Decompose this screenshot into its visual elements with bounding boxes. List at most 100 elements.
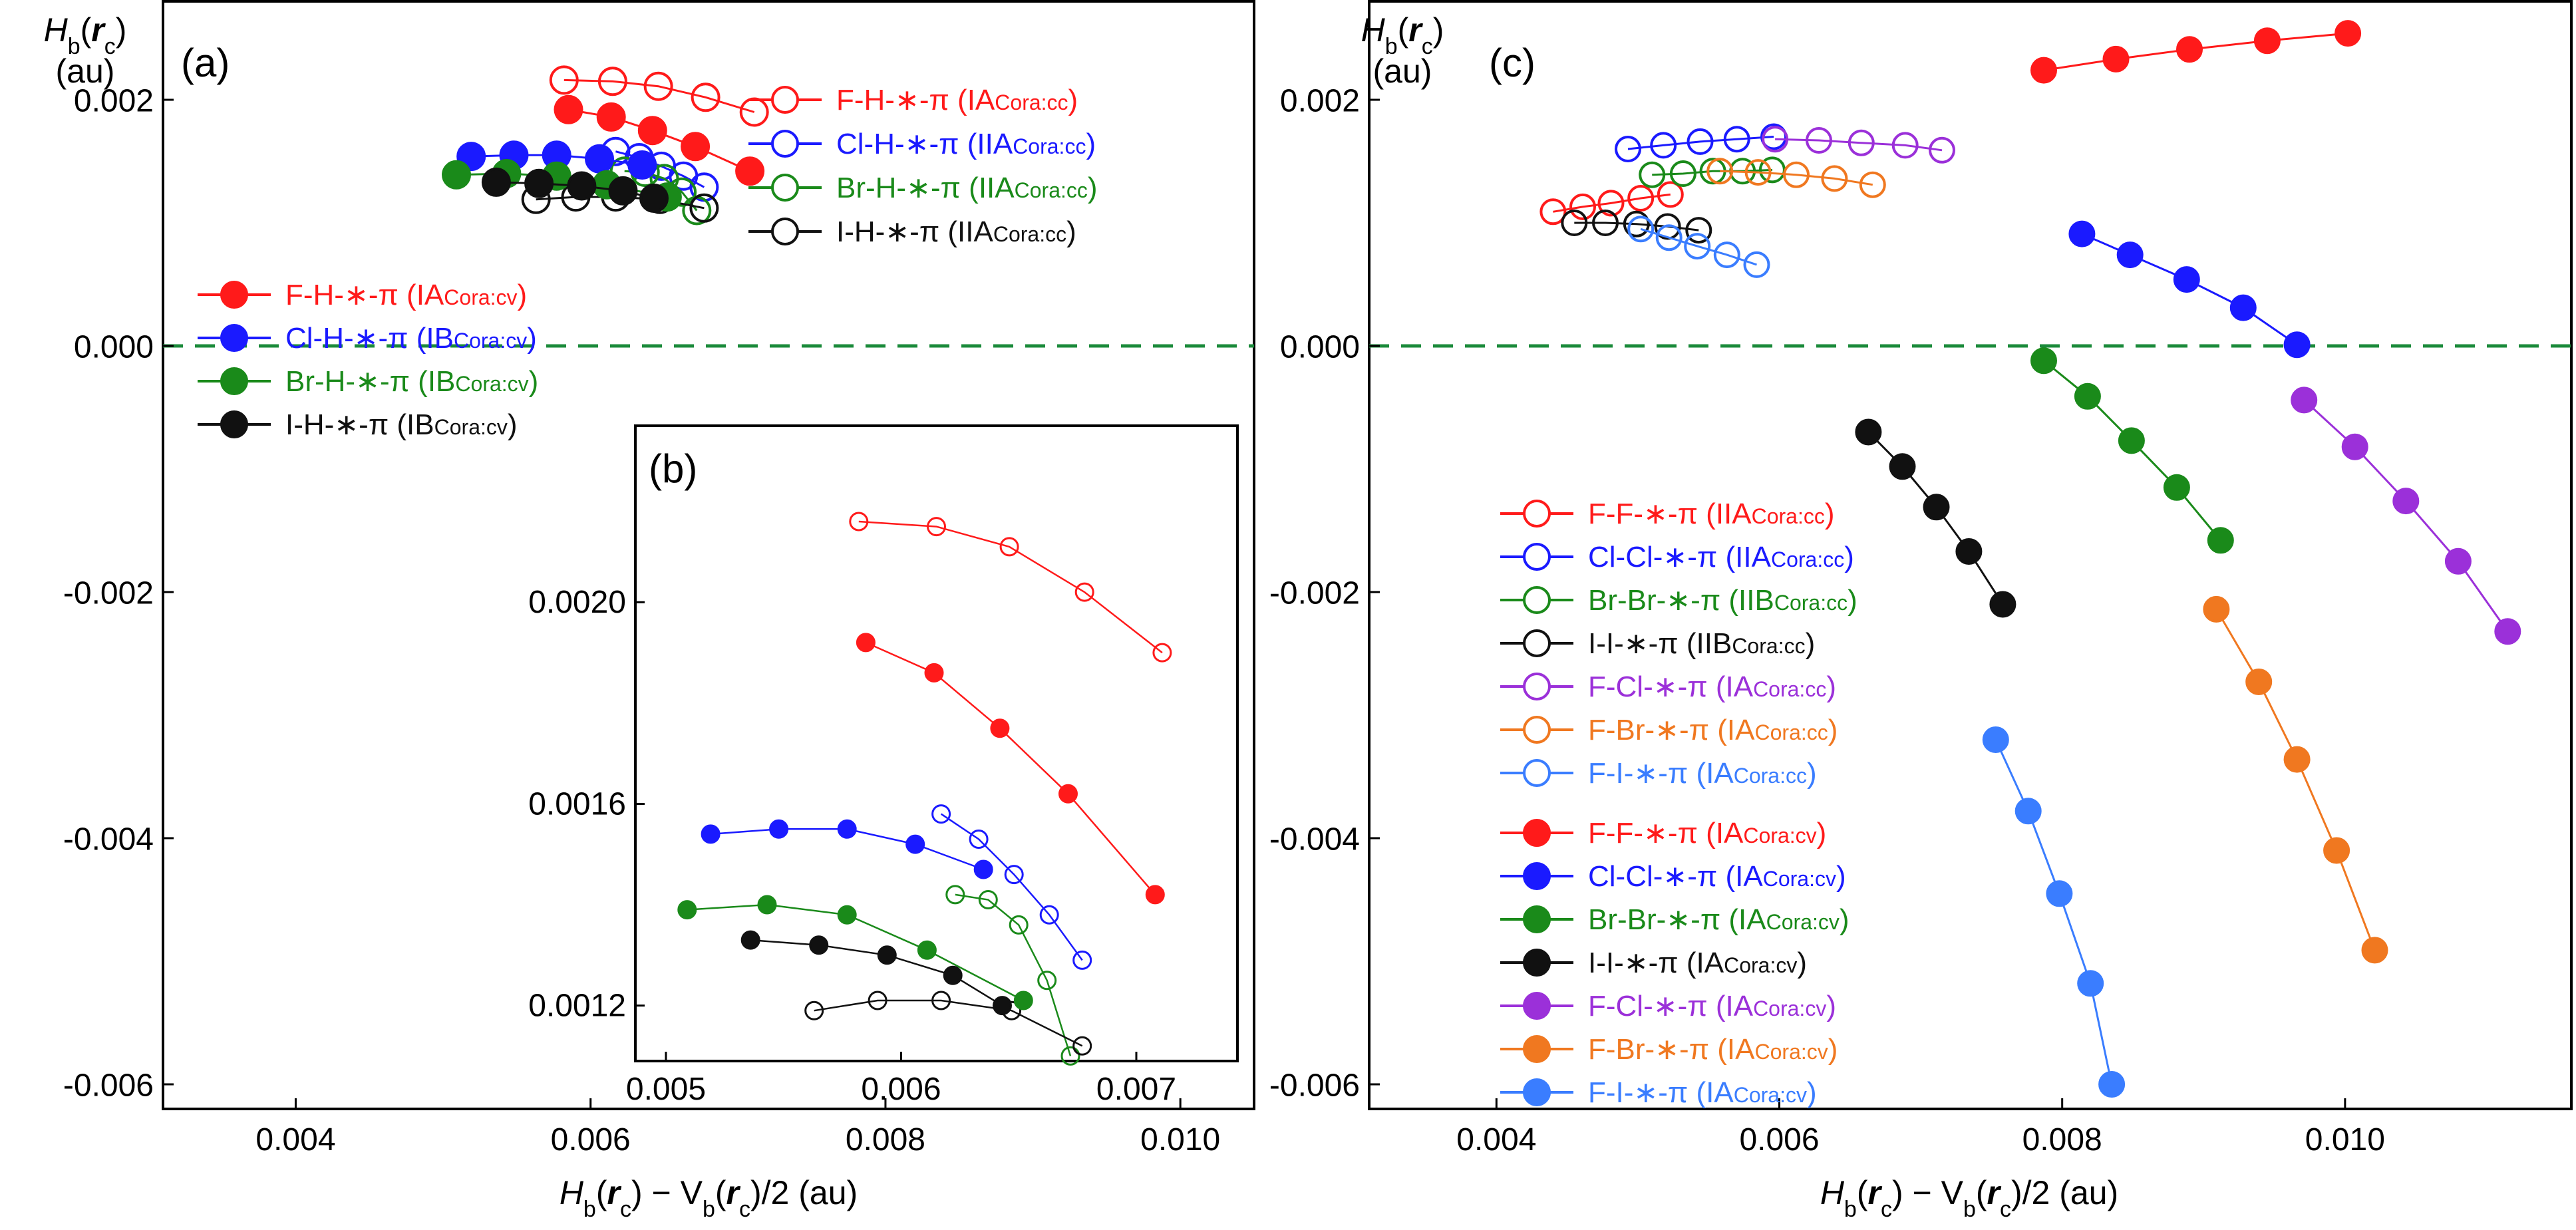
- legend-label: F-Cl-∗-π (IACora:cv): [1588, 990, 1836, 1022]
- data-point: [2077, 970, 2104, 997]
- data-point: [2444, 547, 2472, 575]
- legend-label: Br-H-∗-π (IIACora:cc): [836, 172, 1098, 204]
- data-point: [1058, 784, 1078, 804]
- y-tick-label: 0.0016: [528, 786, 626, 822]
- legend-marker: [1523, 819, 1551, 847]
- legend-marker: [220, 324, 248, 352]
- data-point: [701, 824, 721, 844]
- data-point: [917, 940, 937, 960]
- series-line: [1652, 168, 1772, 176]
- data-point: [691, 82, 721, 112]
- legend-label: F-Cl-∗-π (IACora:cc): [1588, 671, 1836, 703]
- data-point: [1009, 915, 1029, 935]
- legend-label: Cl-Cl-∗-π (IIACora:cc): [1588, 541, 1854, 573]
- data-point: [1539, 198, 1567, 226]
- data-point: [927, 517, 946, 537]
- y-tick-label: -0.004: [63, 822, 154, 857]
- data-point: [481, 167, 511, 197]
- data-point: [1923, 494, 1950, 521]
- legend-label: F-H-∗-π (IACora:cc): [836, 84, 1078, 116]
- data-point: [1889, 453, 1916, 480]
- legend-label: I-I-∗-π (IIBCora:cc): [1588, 627, 1815, 660]
- legend-marker: [220, 367, 248, 395]
- x-tick-label: 0.007: [1096, 1072, 1176, 1107]
- data-point: [2283, 331, 2311, 359]
- y-tick-label: 0.0012: [528, 988, 626, 1023]
- panel-a-data: [442, 65, 769, 226]
- panel-c-ticks: 0.004 0.006 0.008 0.010 0.002 0.000 -0.002 -0.0…: [1269, 83, 2385, 1157]
- legend-label: Br-H-∗-π (IBCora:cv): [285, 365, 538, 398]
- panel-c-ylabel-unit: (au): [1373, 53, 1432, 90]
- legend-marker: [1523, 759, 1551, 787]
- data-point: [856, 633, 876, 653]
- data-point: [999, 537, 1019, 557]
- data-point: [1072, 950, 1092, 970]
- x-tick-label: 0.004: [1456, 1122, 1536, 1157]
- data-point: [2074, 383, 2101, 410]
- y-tick-label: 0.000: [1280, 329, 1360, 365]
- y-tick-label: 0.002: [1280, 83, 1360, 118]
- panel-b-inset: 0.005 0.006 0.007 0.0020 0.0016 0.0012 (b): [528, 416, 1239, 1107]
- data-point: [2323, 837, 2350, 864]
- data-point: [1627, 185, 1655, 212]
- data-point: [1060, 1046, 1080, 1066]
- x-tick-label: 0.008: [846, 1122, 925, 1157]
- data-point: [637, 116, 667, 146]
- data-point: [2229, 294, 2257, 321]
- data-point: [1859, 171, 1886, 198]
- data-point: [877, 945, 897, 965]
- data-point: [973, 859, 993, 879]
- data-point: [2203, 595, 2230, 623]
- legend-label: F-F-∗-π (IACora:cv): [1588, 817, 1826, 849]
- data-point: [1623, 210, 1650, 237]
- y-tick-label: -0.002: [1269, 575, 1360, 611]
- data-point: [585, 144, 614, 174]
- legend-marker: [220, 281, 248, 309]
- data-point: [1783, 161, 1810, 188]
- data-point: [931, 804, 951, 824]
- data-point: [978, 890, 998, 909]
- data-point: [567, 171, 597, 201]
- legend-marker: [771, 130, 799, 158]
- data-point: [597, 67, 627, 96]
- legend-label: F-Br-∗-π (IACora:cc): [1588, 714, 1838, 746]
- data-point: [1684, 233, 1711, 260]
- panel-c-ylabel-line1: Hb(rc): [1361, 11, 1444, 59]
- data-point: [2283, 746, 2311, 773]
- data-point: [1037, 971, 1057, 991]
- data-point: [1004, 865, 1024, 885]
- series-line: [955, 893, 1072, 1056]
- data-point: [2176, 36, 2203, 63]
- data-point: [2253, 27, 2281, 55]
- series-line: [858, 520, 1163, 654]
- data-point: [2291, 386, 2318, 414]
- x-tick-label: 0.006: [1739, 1122, 1819, 1157]
- data-point: [1650, 132, 1677, 159]
- data-point: [2118, 427, 2145, 454]
- data-point: [1848, 129, 1875, 156]
- data-point: [608, 176, 638, 206]
- data-point: [1685, 217, 1712, 244]
- data-point: [1723, 126, 1750, 153]
- data-point: [1743, 251, 1770, 278]
- panel-a-ticks: 0.004 0.006 0.008 0.010 0.002 0.000 -0.002 -0.0…: [63, 83, 1220, 1157]
- data-point: [943, 965, 963, 985]
- data-point: [905, 834, 925, 854]
- data-point: [837, 905, 857, 925]
- data-point: [1955, 538, 1983, 565]
- legend-marker: [1523, 586, 1551, 614]
- legend-label: Cl-Cl-∗-π (IACora:cv): [1588, 860, 1846, 893]
- data-point: [1806, 127, 1832, 154]
- panel-a-legend-filled: F-H-∗-π (IACora:cv) Cl-H-∗-π (IBCora:cv) B…: [198, 279, 538, 441]
- data-point: [627, 150, 657, 180]
- legend-label: Cl-H-∗-π (IIACora:cc): [836, 128, 1096, 160]
- data-point: [804, 1000, 824, 1020]
- data-point: [1762, 126, 1789, 153]
- data-point: [769, 819, 789, 839]
- panel-c: 0.004 0.006 0.008 0.010 0.002 0.000 -0.002 -0.0…: [1269, 0, 2573, 1222]
- series-line: [814, 999, 1083, 1047]
- x-tick-label: 0.010: [1140, 1122, 1220, 1157]
- data-point: [1072, 1036, 1092, 1056]
- data-point: [2392, 488, 2420, 515]
- legend-marker: [771, 174, 799, 202]
